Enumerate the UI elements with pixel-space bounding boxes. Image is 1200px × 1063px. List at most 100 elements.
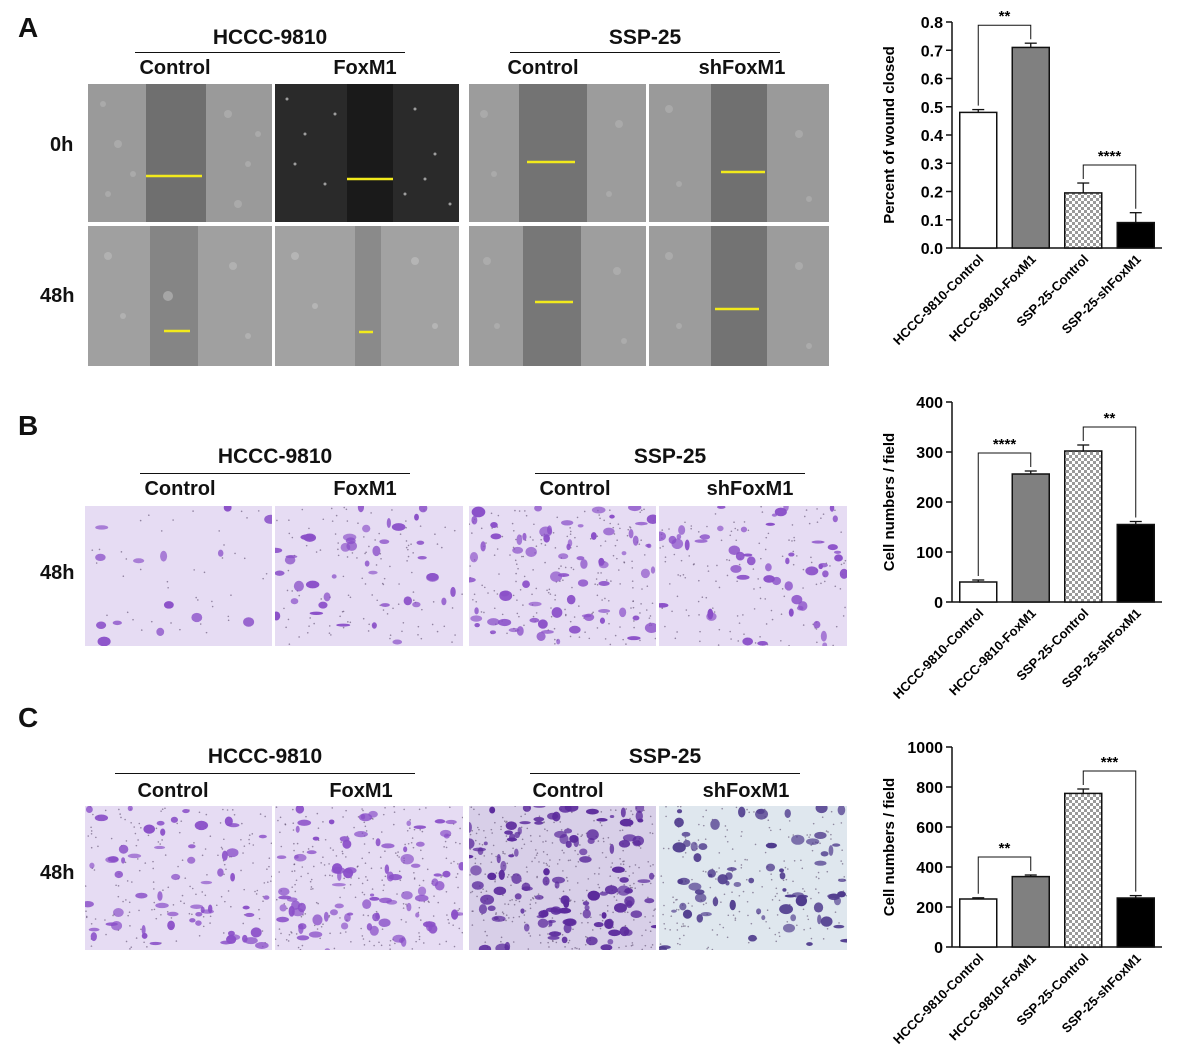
bar-hccc-9810-control	[959, 581, 998, 603]
x-tick-label: HCCC-9810-Control	[890, 252, 986, 348]
y-tick-label: 0.2	[921, 185, 943, 202]
column-label-foxm1: FoxM1	[329, 780, 393, 802]
group-title-ssp: SSP-25	[608, 26, 682, 49]
y-tick-label: 0.5	[921, 100, 943, 117]
y-tick-label: 0.8	[921, 15, 943, 32]
significance-bracket	[977, 24, 1032, 106]
bar-ssp-25-control	[1064, 192, 1103, 249]
transwell-image-hccc-control-b	[85, 506, 272, 646]
transwell-image-hccc-control-c	[85, 806, 272, 950]
transwell-image-ssp-control-b	[469, 506, 656, 646]
column-label-control: Control	[532, 780, 604, 802]
column-label-foxm1: FoxM1	[333, 478, 397, 500]
x-tick-label: HCCC-9810-FoxM1	[946, 951, 1039, 1044]
y-tick-label: 0.3	[921, 156, 943, 173]
wound-image-ssp-control-0h	[469, 84, 646, 222]
row-label-48h: 48h	[40, 562, 75, 584]
x-tick-label: HCCC-9810-FoxM1	[946, 252, 1039, 345]
column-label-control: Control	[507, 57, 579, 79]
y-axis-label: Cell numbers / field	[881, 778, 898, 916]
y-tick-label: 0	[934, 595, 943, 612]
panel-letter-c: C	[18, 702, 39, 733]
group-underline	[140, 473, 410, 474]
significance-bracket	[1082, 164, 1137, 209]
y-tick-label: 0.0	[921, 241, 943, 258]
transwell-image-ssp-shfoxm1-c	[659, 806, 847, 950]
group-underline	[510, 52, 780, 53]
significance-bracket	[1082, 770, 1137, 892]
group-title-hccc: HCCC-9810	[217, 445, 333, 468]
significance-bracket	[977, 856, 1032, 894]
significance-label: ****	[1098, 148, 1122, 165]
bar-ssp-25-shfoxm1	[1116, 897, 1155, 948]
wound-image-hccc-control-48h	[88, 226, 272, 366]
y-tick-label: 300	[916, 445, 943, 462]
transwell-image-ssp-shfoxm1-b	[659, 506, 847, 646]
transwell-image-hccc-foxm1-b	[275, 506, 463, 646]
group-title-ssp: SSP-25	[633, 445, 707, 468]
y-tick-label: 100	[916, 545, 943, 562]
transwell-image-hccc-foxm1-c	[275, 806, 463, 950]
y-tick-label: 1000	[907, 740, 943, 757]
column-label-shfoxm1: shFoxM1	[698, 57, 786, 79]
bar-ssp-25-control	[1064, 792, 1103, 948]
column-label-shfoxm1: shFoxM1	[706, 478, 794, 500]
bar-hccc-9810-foxm1	[1011, 473, 1050, 603]
group-underline	[115, 773, 415, 774]
wound-image-hccc-control-0h	[88, 84, 272, 222]
y-axis-label: Percent of wound closed	[881, 46, 898, 224]
column-label-control: Control	[144, 478, 216, 500]
wound-image-ssp-shfoxm1-48h	[649, 226, 829, 366]
bar-hccc-9810-control	[959, 111, 998, 249]
y-tick-label: 400	[916, 395, 943, 412]
y-tick-label: 0	[934, 940, 943, 957]
bar-hccc-9810-foxm1	[1011, 46, 1050, 249]
bar-ssp-25-shfoxm1	[1116, 523, 1155, 603]
y-tick-label: 600	[916, 820, 943, 837]
y-tick-label: 200	[916, 495, 943, 512]
wound-image-ssp-control-48h	[469, 226, 646, 366]
x-tick-label: HCCC-9810-Control	[890, 951, 986, 1047]
group-title-hccc: HCCC-9810	[207, 745, 323, 768]
significance-label: **	[999, 840, 1011, 857]
significance-label: **	[1104, 410, 1116, 427]
x-tick-label: HCCC-9810-Control	[890, 606, 986, 702]
y-tick-label: 0.4	[921, 128, 943, 145]
bar-chart-migration: 0 100 200 300 400 Cell numbers / field HCCC-98…	[881, 395, 1162, 702]
significance-label: ***	[1101, 754, 1119, 771]
wound-image-hccc-foxm1-48h	[275, 226, 459, 366]
bar-ssp-25-shfoxm1	[1116, 221, 1155, 249]
group-underline	[535, 473, 805, 474]
column-label-shfoxm1: shFoxM1	[702, 780, 790, 802]
wound-image-hccc-foxm1-0h	[275, 84, 459, 222]
significance-bracket	[977, 452, 1032, 576]
significance-bracket	[1082, 426, 1137, 518]
y-tick-label: 0.6	[921, 72, 943, 89]
bar-ssp-25-control	[1064, 450, 1103, 603]
group-title-hccc: HCCC-9810	[212, 26, 328, 49]
y-tick-label: 400	[916, 860, 943, 877]
bar-hccc-9810-control	[959, 898, 998, 948]
bar-chart-invasion: 0 200 400 600 800 1000 Cell numbers / field HCC…	[881, 740, 1162, 1047]
y-tick-label: 0.7	[921, 43, 943, 60]
transwell-image-ssp-control-c	[469, 806, 656, 950]
wound-image-ssp-shfoxm1-0h	[649, 84, 829, 222]
y-tick-label: 200	[916, 900, 943, 917]
significance-label: **	[999, 8, 1011, 25]
panel-letter-b: B	[18, 410, 39, 441]
bar-chart-wound-closure: 0.0 0.1 0.2 0.3 0.4 0.5 0.6 0.7 0.8 Percent of wo…	[881, 8, 1162, 348]
significance-label: ****	[993, 436, 1017, 453]
row-label-48h: 48h	[40, 862, 75, 884]
bar-hccc-9810-foxm1	[1011, 875, 1050, 948]
x-tick-label: HCCC-9810-FoxM1	[946, 606, 1039, 699]
column-label-control: Control	[539, 478, 611, 500]
column-label-control: Control	[137, 780, 209, 802]
column-label-foxm1: FoxM1	[333, 57, 397, 79]
y-tick-label: 800	[916, 780, 943, 797]
group-underline	[530, 773, 800, 774]
row-label-48h: 48h	[40, 285, 75, 307]
row-label-0h: 0h	[50, 134, 74, 156]
group-underline	[135, 52, 405, 53]
panel-letter-a: A	[18, 12, 39, 43]
group-title-ssp: SSP-25	[628, 745, 702, 768]
